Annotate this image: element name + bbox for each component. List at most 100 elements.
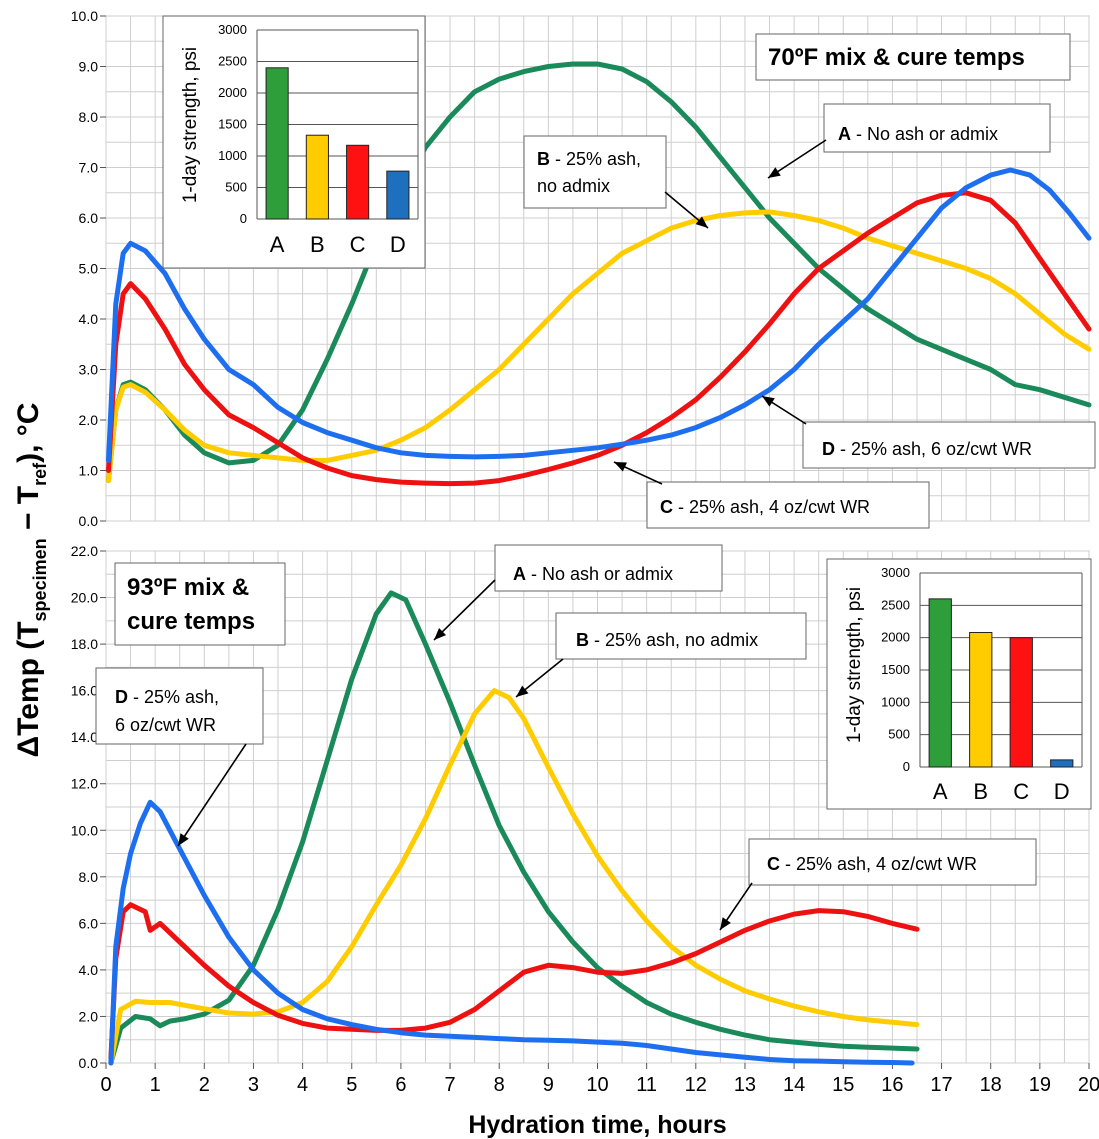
y-tick-label: 9.0 [79,59,99,75]
annotation-text-A: A - No ash or admix [838,124,998,144]
annotation-text-D: D - 25% ash, [115,687,219,707]
annotation-box-A [494,544,723,592]
annotation-text-D: D - 25% ash, 6 oz/cwt WR [822,439,1032,459]
inset-bar-C [1009,637,1033,768]
inset-bar-D [1050,759,1074,768]
ylabel-mid: − T [12,486,45,539]
inset-y-tick-label: 3000 [218,22,247,37]
annotation-text2-B: no admix [537,176,610,196]
series-line-C [106,190,1092,487]
annotation-arrowhead-C [720,917,731,930]
x-tick-label: 16 [881,1074,903,1096]
x-tick-label: 2 [199,1074,210,1096]
inset-y-tick-label: 0 [240,211,247,226]
series-line-D [106,167,1092,463]
annotation-text-C: C - 25% ash, 4 oz/cwt WR [660,497,870,517]
series-line-B [106,209,1092,484]
x-tick-label: 12 [685,1074,707,1096]
series-line-A [106,61,1092,484]
series-line-D [108,799,915,1066]
inset-bar-A [265,67,289,220]
annotation-arrowhead-D [762,396,775,407]
y-tick-label: 4.0 [79,962,99,978]
x-tick-label: 15 [832,1074,854,1096]
annotation-text2-D: 6 oz/cwt WR [115,715,216,735]
x-tick-label: 11 [636,1074,657,1096]
x-tick-label: 13 [734,1074,756,1096]
chart-panel-bottom: 0.0 2.0 4.0 6.0 8.0 10.0 12.0 14.0 16.0 18.0 20.0 2… [71,543,1099,1139]
annotation-arrowhead-C [614,462,627,472]
inset-category-label: A [270,232,285,257]
inset-bar-chart: 0 500 1000 1500 2000 2500 3000 A B C D 1-day streng… [826,558,1092,810]
x-tick-label: 10 [586,1074,608,1096]
annotation-box-A [823,103,1051,153]
inset-frame [162,15,426,269]
y-tick-label: 8.0 [79,109,99,125]
x-axis-label: Hydration time, hours [468,1111,726,1139]
inset-category-label: A [933,779,948,804]
x-tick-label: 1 [150,1074,161,1096]
y-tick-label: 0.0 [79,513,99,529]
inset-frame [826,558,1092,810]
inset-bar-D [386,170,410,220]
inset-y-tick-label: 1500 [218,117,247,132]
x-tick-label: 18 [980,1074,1002,1096]
x-tick-label: 9 [543,1074,554,1096]
series-line-A [108,590,920,1066]
y-tick-label: 0.0 [79,1055,99,1071]
annotation-text-C: C - 25% ash, 4 oz/cwt WR [767,854,977,874]
x-tick-label: 20 [1078,1074,1099,1096]
x-tick-label: 14 [783,1074,805,1096]
inset-category-label: B [310,232,325,257]
annotation-arrowhead-A [768,167,781,178]
x-tick-label: 17 [930,1074,952,1096]
annotation-box-C [748,838,1037,886]
y-tick-label: 6.0 [79,915,99,931]
x-tick-label: 5 [346,1074,357,1096]
annotation-text-B: B - 25% ash, no admix [576,630,758,650]
title-box [114,562,286,646]
annotation-box-D [95,667,264,745]
y-tick-label: 22.0 [71,543,98,559]
inset-y-tick-label: 0 [903,759,910,774]
inset-category-label: C [1013,779,1029,804]
annotation-box-B [555,612,807,660]
ylabel-sub-specimen: specimen [30,538,50,621]
inset-y-tick-label: 500 [888,727,910,742]
inset-bar-A [928,598,952,768]
annotation-box-C [646,481,930,529]
annotation-arrowhead-D [178,833,189,846]
x-tick-label: 0 [100,1074,111,1096]
shared-y-axis-label: ΔTemp (Tspecimen − Tref), °C [12,403,50,758]
annotation-arrowhead-A [434,628,447,640]
ylabel-end: ), °C [12,403,45,463]
inset-y-tick-label: 1000 [218,148,247,163]
inset-y-tick-label: 2000 [881,630,910,645]
ylabel-main: ΔTemp (T [12,621,45,757]
y-tick-label: 4.0 [79,311,99,327]
y-tick-label: 14.0 [71,729,98,745]
annotation-text-A: A - No ash or admix [513,564,673,584]
y-tick-label: 2.0 [79,412,99,428]
series-line-B [108,688,920,1066]
inset-bar-chart: 0 500 1000 1500 2000 2500 3000 A B C D 1-day streng… [162,15,426,269]
annotation-box-B [523,135,667,209]
y-tick-label: 16.0 [71,683,98,699]
y-tick-label: 3.0 [79,362,99,378]
inset-y-tick-label: 2500 [881,597,910,612]
inset-category-label: D [390,232,406,257]
annotation-box-D [802,421,1096,469]
annotation-arrowhead-B [516,685,529,697]
x-tick-label: 7 [444,1074,455,1096]
inset-y-tick-label: 1000 [881,694,910,709]
y-tick-label: 8.0 [79,869,99,885]
x-tick-label: 3 [248,1074,259,1096]
x-tick-label: 19 [1029,1074,1051,1096]
title-box [755,33,1071,81]
chart-panel-top: 0.0 1.0 2.0 3.0 4.0 5.0 6.0 7.0 8.0 9.0 10.0 70ºF m… [71,8,1096,529]
y-tick-label: 7.0 [79,160,99,176]
y-tick-label: 18.0 [71,636,98,652]
y-tick-label: 6.0 [79,210,99,226]
inset-y-tick-label: 2500 [218,54,247,69]
y-tick-label: 2.0 [79,1008,99,1024]
